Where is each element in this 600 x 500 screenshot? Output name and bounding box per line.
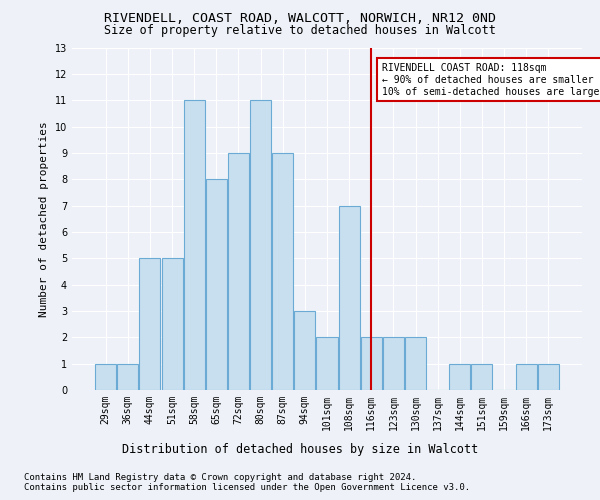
Y-axis label: Number of detached properties: Number of detached properties (39, 121, 49, 316)
Bar (161, 258, 182, 390)
Bar (250, 100, 271, 390)
Bar (316, 338, 338, 390)
Bar (338, 206, 359, 390)
Text: Contains public sector information licensed under the Open Government Licence v3: Contains public sector information licen… (24, 484, 470, 492)
Bar (95, 364, 116, 390)
Bar (538, 364, 559, 390)
Bar (206, 179, 227, 390)
Text: Distribution of detached houses by size in Walcott: Distribution of detached houses by size … (122, 442, 478, 456)
Bar (295, 311, 316, 390)
Bar (118, 364, 139, 390)
Text: Size of property relative to detached houses in Walcott: Size of property relative to detached ho… (104, 24, 496, 37)
Bar (472, 364, 493, 390)
Bar (272, 153, 293, 390)
Text: RIVENDELL, COAST ROAD, WALCOTT, NORWICH, NR12 0ND: RIVENDELL, COAST ROAD, WALCOTT, NORWICH,… (104, 12, 496, 26)
Text: RIVENDELL COAST ROAD: 118sqm
← 90% of detached houses are smaller (72)
10% of se: RIVENDELL COAST ROAD: 118sqm ← 90% of de… (382, 64, 600, 96)
Bar (139, 258, 160, 390)
Bar (184, 100, 205, 390)
Bar (449, 364, 470, 390)
Bar (361, 338, 382, 390)
Bar (405, 338, 426, 390)
Text: Contains HM Land Registry data © Crown copyright and database right 2024.: Contains HM Land Registry data © Crown c… (24, 472, 416, 482)
Bar (515, 364, 536, 390)
Bar (228, 153, 249, 390)
Bar (383, 338, 404, 390)
